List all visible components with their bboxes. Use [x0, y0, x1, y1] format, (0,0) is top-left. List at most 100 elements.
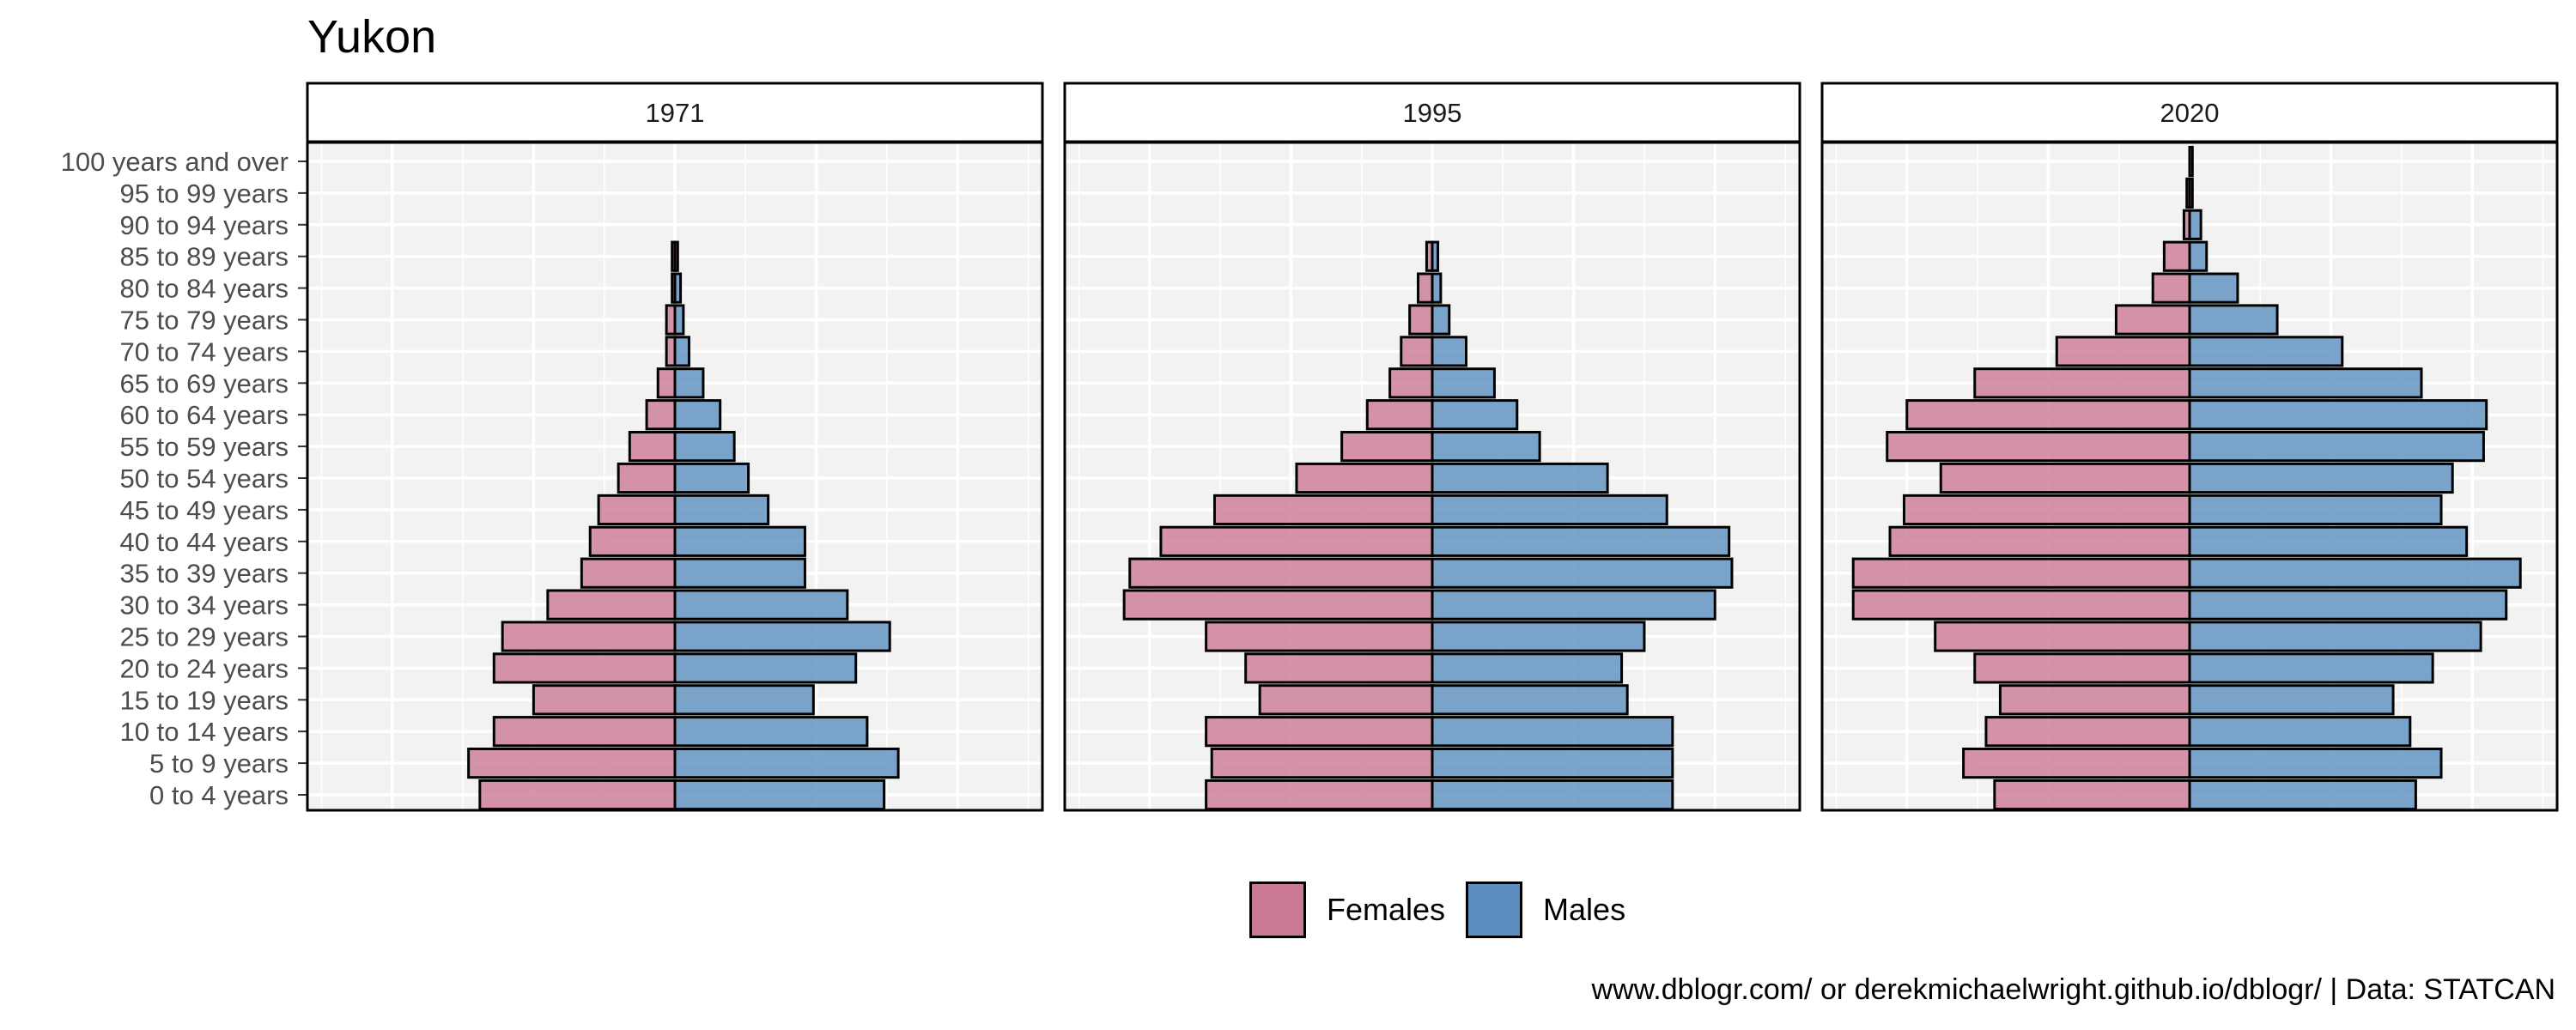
- bar-males-1995: [1431, 304, 1451, 336]
- legend: Females Males: [1249, 880, 1646, 940]
- bar-males-1995: [1431, 462, 1609, 494]
- y-tick-label: 75 to 79 years: [120, 306, 289, 336]
- legend-swatch-females: [1249, 882, 1306, 938]
- y-tick-label: 50 to 54 years: [120, 464, 289, 494]
- facet-strip: [1063, 82, 1801, 143]
- caption: www.dblogr.com/ or derekmichaelwright.gi…: [1591, 973, 2555, 1006]
- facet-panel-2020: 2020: [1820, 82, 2559, 812]
- bar-females-1995: [1205, 621, 1434, 652]
- bar-males-2020: [2188, 652, 2434, 684]
- bar-females-1995: [1400, 336, 1434, 367]
- bar-males-1971: [673, 336, 690, 367]
- bar-males-2020: [2188, 557, 2522, 589]
- bar-females-2020: [2151, 272, 2191, 304]
- bar-males-1995: [1431, 557, 1734, 589]
- bar-males-2020: [2188, 177, 2194, 209]
- legend-label-males: Males: [1543, 892, 1626, 927]
- bar-males-2020: [2188, 716, 2412, 748]
- y-tick-label: 60 to 64 years: [120, 400, 289, 430]
- y-tick-label: 55 to 59 years: [120, 432, 289, 462]
- bar-males-1971: [673, 779, 886, 811]
- bar-males-1995: [1431, 430, 1541, 463]
- bar-females-1995: [1388, 367, 1434, 399]
- bar-males-1995: [1431, 399, 1519, 431]
- bar-males-1971: [673, 557, 806, 589]
- bar-males-1971: [673, 684, 815, 716]
- chart-title: Yukon: [307, 11, 437, 63]
- bar-females-1971: [628, 430, 677, 463]
- bar-males-1971: [673, 272, 683, 304]
- bar-females-1971: [492, 652, 677, 684]
- bar-females-1971: [580, 557, 677, 589]
- bar-females-2020: [2055, 336, 2191, 367]
- bar-males-1971: [673, 304, 685, 336]
- y-tick-label: 0 to 4 years: [149, 780, 289, 810]
- bar-males-2020: [2188, 336, 2344, 367]
- bar-males-2020: [2188, 621, 2482, 652]
- y-tick-label: 15 to 19 years: [120, 685, 289, 715]
- y-tick-label: 65 to 69 years: [120, 368, 289, 398]
- bar-females-1995: [1408, 304, 1434, 336]
- y-tick-label: 5 to 9 years: [149, 748, 289, 779]
- bar-females-1995: [1258, 684, 1434, 716]
- bar-males-1995: [1431, 367, 1496, 399]
- bar-males-1995: [1431, 494, 1668, 526]
- legend-item-females: Females: [1249, 882, 1445, 938]
- bar-females-1971: [588, 525, 677, 557]
- y-tick-label: 85 to 89 years: [120, 242, 289, 272]
- y-tick-label: 70 to 74 years: [120, 336, 289, 367]
- bar-males-1995: [1431, 652, 1624, 684]
- bar-males-2020: [2188, 240, 2208, 272]
- y-tick-label: 10 to 14 years: [120, 717, 289, 747]
- bar-females-1971: [532, 684, 677, 716]
- bar-males-1995: [1431, 716, 1674, 748]
- bar-females-2020: [1851, 589, 2191, 621]
- bar-females-2020: [1934, 621, 2191, 652]
- y-tick-label: 95 to 99 years: [120, 179, 289, 209]
- facet-panel-1995: 1995: [1063, 82, 1801, 812]
- bar-males-1995: [1431, 747, 1674, 779]
- bar-males-1971: [673, 494, 770, 526]
- bar-females-1995: [1365, 399, 1434, 431]
- bar-males-1971: [673, 399, 722, 431]
- facet-panel-1971: 1971: [306, 82, 1044, 812]
- bar-females-2020: [1886, 430, 2191, 463]
- bar-males-2020: [2188, 779, 2417, 811]
- bar-females-2020: [1851, 557, 2191, 589]
- y-tick-label: 35 to 39 years: [120, 559, 289, 589]
- facet-strip: [306, 82, 1044, 143]
- bar-males-1971: [673, 240, 679, 272]
- bar-females-1971: [546, 589, 677, 621]
- facet-strip-label: 1995: [1403, 98, 1462, 128]
- bar-males-2020: [2188, 589, 2508, 621]
- legend-item-males: Males: [1466, 882, 1625, 938]
- bar-females-1995: [1340, 430, 1434, 463]
- bar-females-2020: [1984, 716, 2191, 748]
- y-tick-label: 40 to 44 years: [120, 527, 289, 557]
- y-tick-label: 20 to 24 years: [120, 653, 289, 683]
- y-tick-label: 80 to 84 years: [120, 274, 289, 304]
- bar-females-1995: [1244, 652, 1434, 684]
- panel-border: [1063, 141, 1801, 812]
- bar-males-1995: [1431, 684, 1629, 716]
- bar-females-2020: [1888, 525, 2191, 557]
- bar-males-1995: [1431, 589, 1716, 621]
- bar-males-2020: [2188, 272, 2239, 304]
- bar-females-2020: [1939, 462, 2191, 494]
- bar-males-2020: [2188, 462, 2454, 494]
- bar-females-1971: [467, 747, 677, 779]
- bar-males-2020: [2188, 494, 2443, 526]
- bar-males-1971: [673, 621, 891, 652]
- bar-females-2020: [2114, 304, 2191, 336]
- bar-females-1995: [1417, 272, 1434, 304]
- bar-females-1995: [1159, 525, 1434, 557]
- bar-females-1971: [617, 462, 677, 494]
- bar-males-1971: [673, 430, 736, 463]
- bar-females-1995: [1295, 462, 1434, 494]
- bar-females-1971: [656, 367, 677, 399]
- bar-females-1995: [1205, 779, 1434, 811]
- bar-males-2020: [2188, 145, 2194, 178]
- bar-females-2020: [1993, 779, 2191, 811]
- legend-label-females: Females: [1327, 892, 1446, 927]
